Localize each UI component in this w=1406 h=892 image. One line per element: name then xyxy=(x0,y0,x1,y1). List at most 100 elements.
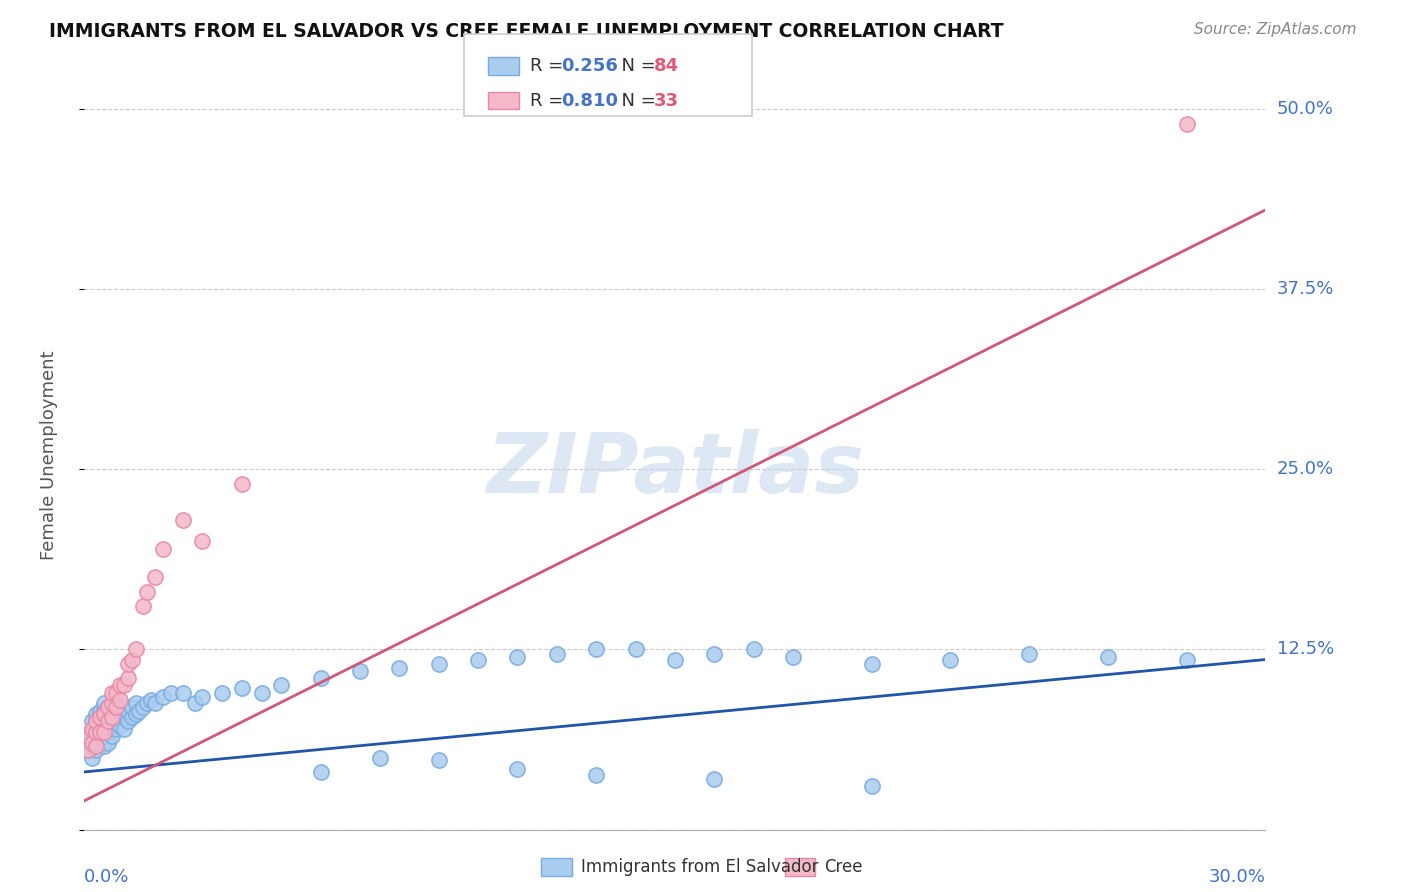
Point xyxy=(93,729,115,743)
Point xyxy=(77,729,100,743)
Point xyxy=(89,714,111,729)
Point xyxy=(703,772,725,786)
Point xyxy=(104,700,127,714)
Point xyxy=(117,671,139,685)
Point xyxy=(309,764,332,779)
Point xyxy=(104,700,127,714)
Point xyxy=(97,724,120,739)
Text: 50.0%: 50.0% xyxy=(1277,100,1333,118)
Point xyxy=(427,753,450,767)
Point xyxy=(467,652,489,666)
Point xyxy=(128,705,150,719)
Point xyxy=(93,696,115,710)
Text: 37.5%: 37.5% xyxy=(1277,280,1334,298)
Point xyxy=(172,686,194,700)
Point xyxy=(112,678,135,692)
Point xyxy=(84,739,107,753)
Point xyxy=(82,736,104,750)
Point xyxy=(89,724,111,739)
Point xyxy=(108,678,131,692)
Point xyxy=(77,743,100,757)
Point xyxy=(141,693,163,707)
Point xyxy=(104,722,127,736)
Point xyxy=(101,710,124,724)
Point xyxy=(108,693,131,707)
Point xyxy=(97,714,120,729)
Text: N =: N = xyxy=(610,57,662,75)
Point xyxy=(77,729,100,743)
Point xyxy=(77,743,100,757)
Text: 0.0%: 0.0% xyxy=(84,869,129,887)
Point xyxy=(112,700,135,714)
Point xyxy=(97,714,120,729)
Point xyxy=(152,690,174,704)
Text: Immigrants from El Salvador: Immigrants from El Salvador xyxy=(581,858,818,876)
Point xyxy=(77,736,100,750)
Point xyxy=(84,707,107,722)
Text: Source: ZipAtlas.com: Source: ZipAtlas.com xyxy=(1194,22,1357,37)
Text: ZIPatlas: ZIPatlas xyxy=(486,429,863,510)
Point xyxy=(136,584,159,599)
Point xyxy=(101,719,124,733)
Point xyxy=(82,722,104,736)
Point xyxy=(89,710,111,724)
Point xyxy=(84,714,107,729)
Point xyxy=(93,724,115,739)
Point xyxy=(84,722,107,736)
Point xyxy=(368,750,391,764)
Point xyxy=(97,707,120,722)
Point xyxy=(191,690,214,704)
Point xyxy=(93,719,115,733)
Text: 84: 84 xyxy=(654,57,679,75)
Point xyxy=(703,647,725,661)
Point xyxy=(124,707,146,722)
Point xyxy=(309,671,332,685)
Point xyxy=(97,700,120,714)
Point xyxy=(93,705,115,719)
Text: R =: R = xyxy=(530,92,569,110)
Text: Cree: Cree xyxy=(824,858,862,876)
Point xyxy=(101,696,124,710)
Point xyxy=(136,696,159,710)
Point xyxy=(93,739,115,753)
Point xyxy=(117,705,139,719)
Point xyxy=(427,657,450,671)
Point xyxy=(101,686,124,700)
Point xyxy=(112,722,135,736)
Point xyxy=(84,743,107,757)
Point xyxy=(121,710,143,724)
Point xyxy=(1018,647,1040,661)
Point xyxy=(84,733,107,747)
Point xyxy=(1097,649,1119,664)
Point xyxy=(84,714,107,729)
Point xyxy=(82,750,104,764)
Point xyxy=(82,722,104,736)
Text: R =: R = xyxy=(530,57,569,75)
Text: 0.256: 0.256 xyxy=(561,57,617,75)
Point xyxy=(506,762,529,776)
Point xyxy=(191,534,214,549)
Point xyxy=(82,736,104,750)
Point xyxy=(104,710,127,724)
Point xyxy=(112,710,135,724)
Text: 33: 33 xyxy=(654,92,679,110)
Point xyxy=(117,714,139,729)
Text: 25.0%: 25.0% xyxy=(1277,460,1334,478)
Point xyxy=(97,700,120,714)
Point xyxy=(624,642,647,657)
Point xyxy=(183,696,205,710)
Point xyxy=(585,642,607,657)
Point xyxy=(143,696,166,710)
Point xyxy=(860,657,883,671)
Point xyxy=(132,599,155,614)
Point xyxy=(143,570,166,584)
Y-axis label: Female Unemployment: Female Unemployment xyxy=(39,351,58,559)
Point xyxy=(121,652,143,666)
Point xyxy=(124,696,146,710)
Point xyxy=(1175,116,1198,130)
Point xyxy=(82,714,104,729)
Point xyxy=(117,657,139,671)
Point xyxy=(89,724,111,739)
Point xyxy=(172,513,194,527)
Text: IMMIGRANTS FROM EL SALVADOR VS CREE FEMALE UNEMPLOYMENT CORRELATION CHART: IMMIGRANTS FROM EL SALVADOR VS CREE FEMA… xyxy=(49,22,1004,41)
